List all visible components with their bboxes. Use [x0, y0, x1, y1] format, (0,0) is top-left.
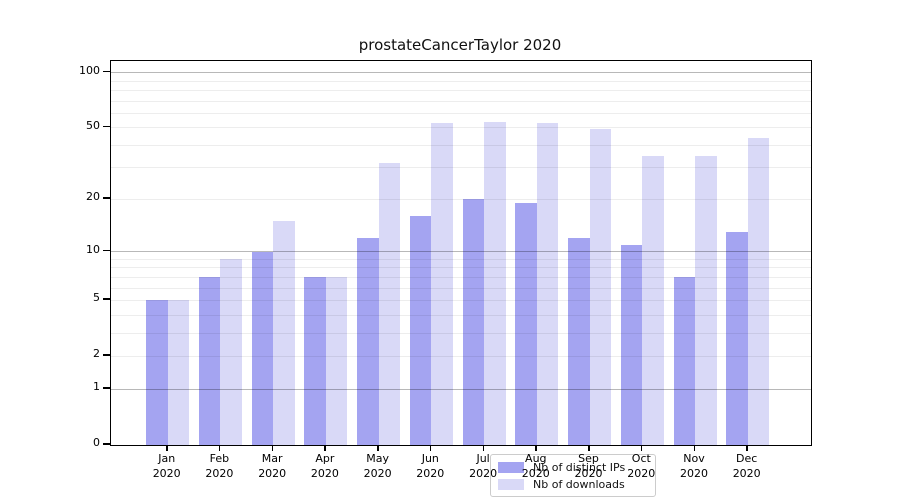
- bar-ips-jun: [409, 216, 432, 445]
- y-tick-mark: [103, 249, 110, 251]
- legend: Nb of distinct IPs Nb of downloads: [490, 454, 656, 497]
- bar-downloads-nov: [695, 155, 717, 445]
- legend-item-downloads: Nb of downloads: [498, 476, 647, 493]
- x-tick-label-aug: Aug 2020: [521, 452, 550, 480]
- y-tick-label-5: 5: [93, 291, 100, 305]
- bar-ips-jan: [146, 300, 168, 445]
- y-tick-label-50: 50: [86, 118, 100, 132]
- bar-ips-sep: [568, 238, 590, 445]
- x-tick-mark: [640, 445, 643, 451]
- bar-downloads-apr: [325, 277, 348, 445]
- x-tick-label-nov: Nov 2020: [680, 452, 708, 480]
- y-tick-mark: [103, 70, 110, 73]
- y-tick-mark: [103, 125, 110, 128]
- gridline-4: [111, 314, 811, 316]
- y-tick-label-10: 10: [86, 242, 100, 256]
- gridline-50: [111, 127, 811, 129]
- x-tick-mark: [693, 445, 695, 451]
- bar-ips-dec: [726, 232, 748, 445]
- gridline-20: [111, 198, 811, 200]
- y-tick-mark: [103, 387, 110, 389]
- gridline-8: [111, 267, 811, 269]
- y-tick-label-20: 20: [86, 190, 100, 204]
- x-tick-mark: [324, 445, 326, 451]
- x-tick-label-oct: Oct 2020: [627, 452, 656, 480]
- bar-downloads-jan: [167, 300, 190, 445]
- x-tick-label-sep: Sep 2020: [574, 452, 603, 480]
- y-tick-mark: [103, 443, 110, 445]
- x-tick-mark: [271, 445, 274, 451]
- legend-item-distinct-ips: Nb of distinct IPs: [498, 459, 647, 476]
- bar-ips-aug: [515, 203, 537, 445]
- bar-downloads-jun: [431, 123, 453, 445]
- x-tick-label-mar: Mar 2020: [258, 452, 287, 480]
- gridline-60: [111, 112, 811, 114]
- bar-ips-oct: [620, 244, 643, 445]
- x-tick-label-feb: Feb 2020: [205, 452, 234, 480]
- x-tick-label-jul: Jul 2020: [469, 452, 498, 480]
- gridline-80: [111, 89, 811, 91]
- y-tick-label-100: 100: [79, 63, 100, 77]
- x-tick-mark: [377, 445, 379, 451]
- bar-downloads-jul: [484, 121, 506, 445]
- y-tick-mark: [103, 298, 110, 300]
- bar-ips-nov: [673, 277, 695, 445]
- gridline-70: [111, 100, 811, 102]
- legend-swatch-ips: [498, 462, 524, 473]
- bar-ips-may: [357, 238, 379, 445]
- gridline-90: [111, 80, 811, 82]
- x-tick-mark: [218, 445, 221, 451]
- plot-area: Nb of distinct IPs Nb of downloads: [110, 60, 812, 497]
- x-tick-mark: [482, 445, 485, 451]
- bar-ips-feb: [198, 277, 221, 445]
- bar-ips-mar: [251, 251, 274, 445]
- gridline-1: [111, 388, 811, 390]
- bar-downloads-feb: [220, 259, 242, 445]
- x-tick-mark: [746, 445, 748, 451]
- legend-swatch-downloads: [498, 479, 524, 490]
- gridline-7: [111, 276, 811, 278]
- gridline-3: [111, 332, 811, 334]
- bar-ips-jul: [462, 199, 485, 445]
- gridline-10: [111, 251, 811, 252]
- y-tick-label-2: 2: [93, 347, 100, 361]
- x-tick-label-dec: Dec 2020: [732, 452, 761, 480]
- x-tick-label-jun: Jun 2020: [416, 452, 445, 480]
- bar-downloads-oct: [642, 155, 664, 445]
- bar-downloads-may: [378, 162, 401, 445]
- bar-ips-apr: [304, 277, 326, 445]
- gridline-9: [111, 258, 811, 260]
- bar-downloads-aug: [536, 123, 559, 445]
- x-tick-mark: [429, 445, 432, 451]
- gridline-6: [111, 287, 811, 289]
- gridline-40: [111, 144, 811, 146]
- gridline-2: [111, 355, 811, 357]
- bar-downloads-sep: [589, 129, 612, 445]
- bar-downloads-mar: [273, 221, 295, 445]
- legend-label-downloads: Nb of downloads: [533, 478, 625, 491]
- legend-label-ips: Nb of distinct IPs: [533, 461, 626, 474]
- gridline-100: [111, 72, 811, 74]
- x-tick-mark: [588, 445, 590, 451]
- y-tick-mark: [103, 197, 110, 199]
- gridline-5: [111, 299, 811, 301]
- chart-title: prostateCancerTaylor 2020: [358, 36, 562, 54]
- y-tick-label-1: 1: [93, 380, 100, 394]
- x-tick-label-may: May 2020: [363, 452, 392, 480]
- x-tick-label-apr: Apr 2020: [310, 452, 339, 480]
- bar-downloads-dec: [747, 137, 770, 445]
- x-tick-label-jan: Jan 2020: [152, 452, 181, 480]
- y-tick-mark: [103, 354, 110, 356]
- y-tick-label-0: 0: [93, 436, 100, 449]
- x-tick-mark: [535, 445, 537, 451]
- gridline-30: [111, 167, 811, 169]
- x-tick-mark: [166, 445, 168, 451]
